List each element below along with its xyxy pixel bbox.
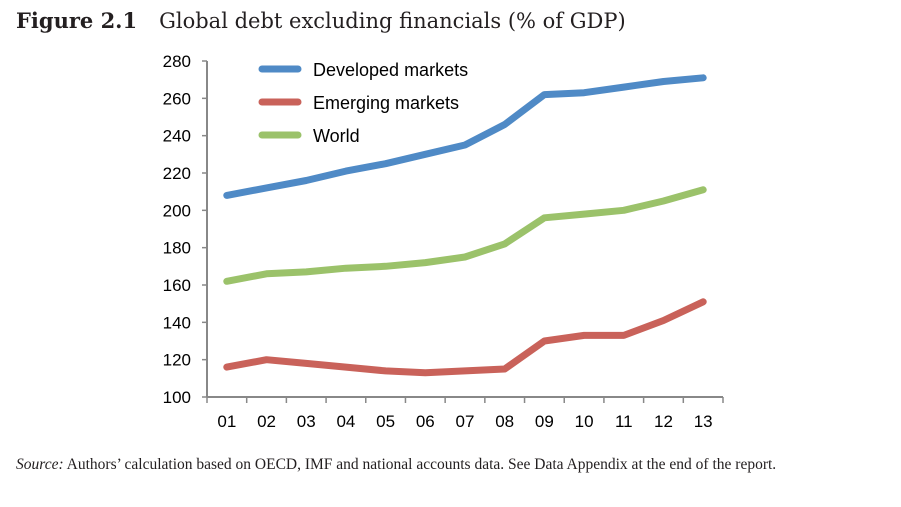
axes: 100 120 140 160 180 200 220 240 260 280 01 02 03 04 05… [163,52,724,431]
figure-caption: Global debt excluding financials (% of G… [159,9,626,33]
y-tick-label: 220 [163,164,191,183]
series-line-emerging-markets [223,298,707,377]
legend: Developed markets Emerging markets World [258,60,468,146]
source-text: Authors’ calculation based on OECD, IMF … [66,456,777,473]
source-label: Source: [16,456,64,473]
y-tick-label: 200 [163,201,191,220]
legend-label: World [313,126,360,146]
x-tick-label: 08 [495,412,514,431]
x-tick-label: 02 [257,412,276,431]
x-tick-label: 07 [456,412,475,431]
y-tick-label: 100 [163,388,191,407]
x-tick-label: 09 [535,412,554,431]
figure-title: Figure 2.1 Global debt excluding financia… [16,8,626,33]
y-tick-label: 260 [163,89,191,108]
x-tick-label: 01 [217,412,236,431]
x-tick-label: 10 [575,412,594,431]
x-tick-label: 13 [694,412,713,431]
x-tick-label: 06 [416,412,435,431]
legend-label: Developed markets [313,60,468,80]
x-tick-label: 12 [654,412,673,431]
series-line-world [223,186,707,285]
series-lines [223,74,707,377]
x-tick-label: 11 [615,412,633,431]
source-note: Source: Authors’ calculation based on OE… [16,455,886,474]
y-tick-label: 140 [163,313,191,332]
y-tick-label: 240 [163,127,191,146]
y-tick-label: 280 [163,52,191,71]
y-tick-label: 160 [163,276,191,295]
legend-label: Emerging markets [313,93,459,113]
y-tick-label: 120 [163,351,191,370]
x-tick-label: 03 [297,412,316,431]
x-tick-label: 05 [376,412,395,431]
line-chart: 100 120 140 160 180 200 220 240 260 280 01 02 03 04 05… [163,52,724,431]
x-tick-label: 04 [336,412,355,431]
y-tick-label: 180 [163,239,191,258]
figure-number: Figure 2.1 [16,8,138,33]
